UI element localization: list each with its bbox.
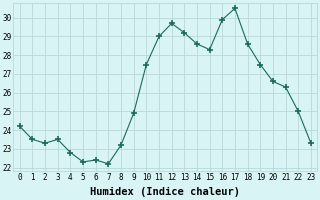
- X-axis label: Humidex (Indice chaleur): Humidex (Indice chaleur): [90, 187, 240, 197]
